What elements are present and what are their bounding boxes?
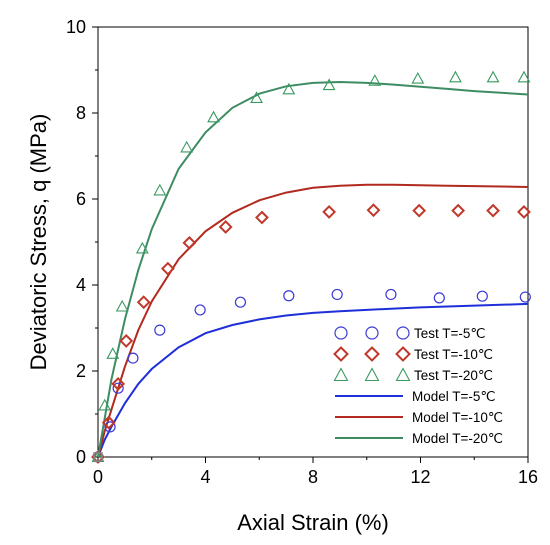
test-point-diamond bbox=[333, 346, 349, 362]
test-point-diamond bbox=[395, 346, 411, 362]
test-point-circle bbox=[365, 326, 379, 340]
test-point-triangle bbox=[411, 71, 425, 84]
x-tick-label: 4 bbox=[200, 467, 210, 487]
test-point-circle bbox=[519, 291, 531, 303]
test-point-circle bbox=[433, 292, 445, 304]
test-point-circle bbox=[334, 326, 348, 340]
legend-label: Test T=-10℃ bbox=[414, 347, 493, 362]
y-tick-label: 2 bbox=[76, 361, 86, 381]
x-tick-label: 12 bbox=[410, 467, 430, 487]
test-point-circle bbox=[476, 290, 488, 302]
legend-label: Model T=-5℃ bbox=[412, 389, 496, 404]
legend-label: Test T=-20℃ bbox=[414, 368, 493, 383]
test-point-circle bbox=[234, 296, 247, 308]
test-point-diamond bbox=[160, 261, 175, 276]
test-point-diamond bbox=[412, 203, 427, 218]
legend: Test T=-5℃ Test T=-10℃ Test T=-20℃ Model T=… bbox=[333, 326, 503, 446]
y-tick-label: 0 bbox=[76, 447, 86, 467]
test-point-triangle bbox=[517, 70, 531, 83]
y-tick-label: 4 bbox=[76, 275, 86, 295]
test-point-triangle bbox=[449, 70, 462, 83]
test-point-triangle bbox=[106, 347, 120, 359]
test-point-triangle bbox=[395, 367, 411, 382]
test-points bbox=[91, 70, 531, 464]
test-point-circle bbox=[331, 288, 343, 301]
test-point-diamond bbox=[364, 346, 380, 362]
test-point-triangle bbox=[153, 183, 167, 196]
x-axis-title: Axial Strain (%) bbox=[237, 510, 389, 535]
test-point-circle bbox=[104, 421, 116, 433]
test-point-diamond bbox=[255, 210, 269, 225]
test-point-triangle bbox=[180, 140, 194, 153]
test-point-circle bbox=[385, 288, 397, 301]
y-tick-label: 6 bbox=[76, 189, 86, 209]
x-tick-labels: 0 4 8 12 16 bbox=[93, 467, 538, 487]
origin-marker bbox=[93, 452, 103, 462]
test-point-triangle bbox=[486, 70, 500, 83]
test-point-circle bbox=[396, 326, 410, 340]
test-point-diamond bbox=[322, 204, 337, 219]
test-point-triangle bbox=[333, 367, 349, 382]
test-point-triangle bbox=[364, 367, 380, 382]
test-point-triangle bbox=[207, 110, 220, 123]
test-point-triangle bbox=[115, 299, 129, 312]
test-point-diamond bbox=[182, 235, 197, 250]
test-point-triangle bbox=[368, 74, 382, 86]
legend-label: Model T=-10℃ bbox=[412, 410, 503, 425]
test-point-triangle bbox=[135, 241, 149, 254]
test-point-triangle bbox=[282, 82, 296, 95]
y-tick-labels: 0 2 4 6 8 10 bbox=[66, 17, 86, 467]
x-tick-label: 8 bbox=[308, 467, 318, 487]
test-point-diamond bbox=[486, 203, 500, 218]
y-axis-title: Deviatoric Stress, q (MPa) bbox=[26, 114, 51, 371]
test-point-circle bbox=[154, 324, 166, 336]
test-point-diamond bbox=[119, 333, 134, 348]
y-tick-label: 8 bbox=[76, 103, 86, 123]
tick-marks bbox=[92, 26, 529, 463]
test-point-diamond bbox=[517, 204, 531, 219]
test-point-diamond bbox=[101, 415, 116, 430]
model-line bbox=[97, 302, 529, 458]
test-point-circle bbox=[127, 352, 139, 364]
legend-label: Model T=-20℃ bbox=[412, 431, 503, 446]
model-line bbox=[97, 183, 529, 458]
test-point-diamond bbox=[136, 295, 151, 310]
x-tick-label: 0 bbox=[93, 467, 103, 487]
test-point-triangle bbox=[250, 91, 263, 103]
x-tick-label: 16 bbox=[518, 467, 538, 487]
test-point-circle bbox=[194, 304, 206, 316]
test-point-diamond bbox=[218, 220, 233, 234]
test-point-circle bbox=[112, 382, 124, 394]
test-point-triangle bbox=[98, 398, 112, 411]
test-point-diamond bbox=[366, 203, 381, 218]
y-tick-label: 10 bbox=[66, 17, 86, 37]
legend-label: Test T=-5℃ bbox=[414, 326, 486, 341]
test-point-diamond bbox=[451, 203, 466, 218]
test-point-diamond bbox=[111, 376, 126, 391]
test-point-triangle bbox=[322, 78, 336, 91]
test-point-circle bbox=[283, 290, 295, 302]
